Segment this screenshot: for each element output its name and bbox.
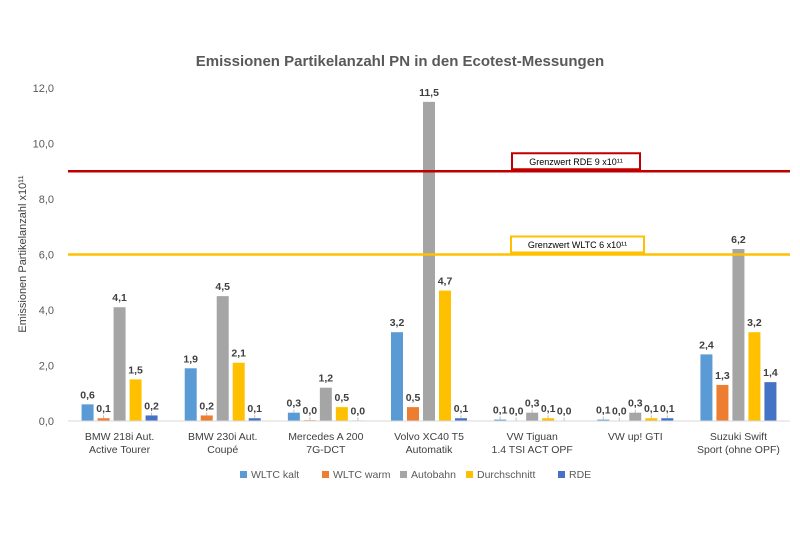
x-tick-label: Coupé (207, 444, 238, 456)
x-tick-label: Active Tourer (89, 444, 151, 456)
data-label: 0,0 (612, 406, 627, 418)
y-tick-label: 2,0 (39, 361, 54, 373)
legend-swatch (400, 471, 407, 478)
legend-label: Durchschnitt (477, 469, 535, 481)
data-label: 4,7 (438, 276, 453, 288)
data-label: 0,0 (509, 406, 524, 418)
data-label: 0,1 (541, 403, 556, 415)
legend: WLTC kalt WLTC warm Autobahn Durchschnitt RD… (240, 469, 591, 481)
x-tick-label: BMW 218i Aut. (85, 431, 154, 443)
data-label: 0,5 (335, 392, 350, 404)
x-tick-label: 7G-DCT (306, 444, 346, 456)
x-tick-label: Suzuki Swift (710, 431, 767, 443)
data-label: 0,5 (406, 392, 421, 404)
data-label: 2,4 (699, 339, 714, 351)
bar (336, 407, 348, 421)
data-label: 0,1 (596, 405, 611, 417)
y-tick-label: 4,0 (39, 305, 54, 317)
data-label: 0,6 (80, 389, 95, 401)
bar (716, 385, 728, 421)
bars (82, 102, 777, 421)
bar (764, 382, 776, 421)
data-label: 1,3 (715, 370, 730, 382)
data-label: 4,1 (112, 292, 127, 304)
data-label: 0,3 (287, 398, 302, 410)
legend-swatch (558, 471, 565, 478)
data-label: 0,1 (454, 403, 469, 415)
reference-line-label: Grenzwert WLTC 6 x10¹¹ (528, 240, 627, 250)
x-tick-label: Mercedes A 200 (288, 431, 363, 443)
y-tick-label: 6,0 (39, 250, 54, 262)
y-tick-label: 12,0 (33, 83, 54, 95)
data-label: 0,3 (525, 398, 540, 410)
legend-label: WLTC kalt (251, 469, 299, 481)
bar (700, 354, 712, 421)
bar (407, 407, 419, 421)
x-tick-label: VW up! GTI (608, 431, 663, 443)
y-tick-label: 8,0 (39, 194, 54, 206)
data-label: 0,0 (351, 405, 366, 417)
data-label: 0,1 (493, 405, 508, 417)
data-label: 0,1 (96, 403, 111, 415)
legend-swatch (322, 471, 329, 478)
bar (526, 413, 538, 421)
data-label: 1,2 (319, 373, 334, 385)
x-tick-label: Sport (ohne OPF) (697, 444, 780, 456)
bar (114, 307, 126, 421)
data-label: 4,5 (215, 281, 230, 293)
bar (748, 332, 760, 421)
chart-title: Emissionen Partikelanzahl PN in den Ecot… (196, 53, 604, 70)
data-label: 1,5 (128, 364, 143, 376)
bar (146, 415, 158, 421)
x-tick-label: Automatik (406, 444, 453, 456)
data-label: 11,5 (419, 87, 439, 99)
legend-label: RDE (569, 469, 591, 481)
y-tick-label: 0,0 (39, 416, 54, 428)
data-label: 1,4 (763, 367, 778, 379)
data-label: 0,0 (303, 405, 318, 417)
bar (201, 415, 213, 421)
data-label: 6,2 (731, 234, 746, 246)
bar (185, 368, 197, 421)
data-label: 1,9 (183, 353, 198, 365)
legend-label: WLTC warm (333, 469, 391, 481)
bar (439, 291, 451, 421)
bar (423, 102, 435, 421)
reference-line-label: Grenzwert RDE 9 x10¹¹ (529, 157, 623, 167)
data-label: 2,1 (231, 348, 246, 360)
y-axis-ticks: 0,0 2,0 4,0 6,0 8,0 10,0 12,0 (33, 83, 54, 428)
data-label: 0,0 (557, 406, 572, 418)
bar (732, 249, 744, 421)
data-label: 0,2 (199, 400, 214, 412)
legend-swatch (240, 471, 247, 478)
category-labels: BMW 218i Aut.Active Tourer BMW 230i Aut.C… (85, 431, 780, 456)
data-label: 0,1 (247, 403, 262, 415)
x-tick-label: Volvo XC40 T5 (394, 431, 464, 443)
data-label: 3,2 (390, 317, 405, 329)
legend-swatch (466, 471, 473, 478)
data-label: 0,1 (660, 403, 675, 415)
bar (233, 363, 245, 421)
data-label: 0,1 (644, 403, 659, 415)
y-axis-label: Emissionen Partikelanzahl x10¹¹ (17, 175, 29, 332)
x-tick-label: VW Tiguan (506, 431, 558, 443)
bar (288, 413, 300, 421)
bar (391, 332, 403, 421)
data-label: 0,3 (628, 398, 643, 410)
data-label: 0,2 (144, 400, 159, 412)
data-label: 3,2 (747, 317, 762, 329)
y-tick-label: 10,0 (33, 139, 54, 151)
legend-label: Autobahn (411, 469, 456, 481)
bar (629, 413, 641, 421)
x-tick-label: BMW 230i Aut. (188, 431, 257, 443)
bar (217, 296, 229, 421)
bar (320, 388, 332, 421)
bar (82, 404, 94, 421)
bar (130, 379, 142, 421)
x-tick-label: 1.4 TSI ACT OPF (491, 444, 572, 456)
